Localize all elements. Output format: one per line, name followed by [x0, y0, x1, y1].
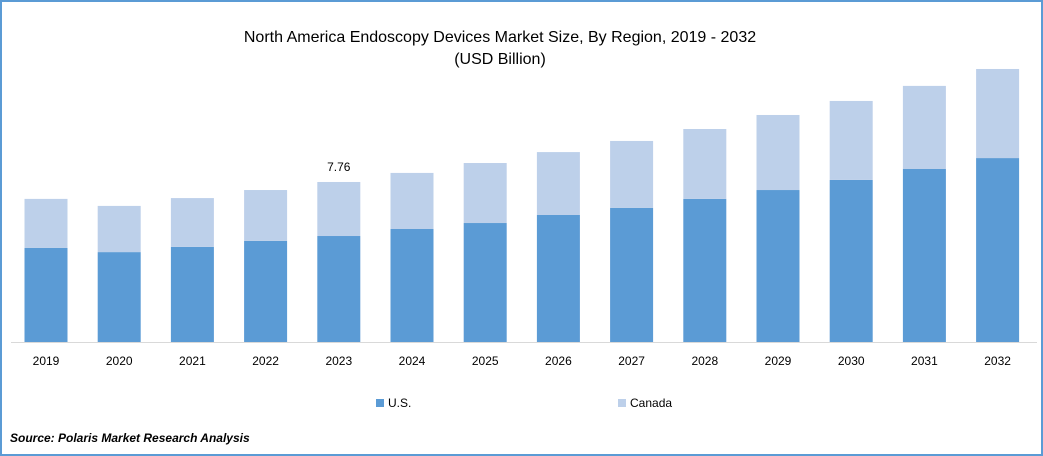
x-tick-label: 2020 [106, 354, 133, 368]
data-label-2023: 7.76 [327, 160, 351, 174]
x-tick-label: 2029 [765, 354, 792, 368]
chart-subtitle: (USD Billion) [454, 51, 546, 68]
bar-us-2026 [536, 214, 580, 342]
x-tick-label: 2030 [838, 354, 865, 368]
bar-canada-2026 [536, 152, 580, 215]
x-tick-label: 2025 [472, 354, 499, 368]
bar-us-2021 [170, 246, 214, 342]
bar-canada-2022 [244, 190, 288, 241]
bar-us-2020 [97, 252, 141, 342]
x-tick-label: 2021 [179, 354, 206, 368]
bar-canada-2031 [902, 85, 946, 169]
bar-us-2027 [610, 207, 654, 342]
x-tick-label: 2024 [399, 354, 426, 368]
x-tick-label: 2022 [252, 354, 279, 368]
x-tick-label: 2023 [325, 354, 352, 368]
bar-us-2023 [317, 236, 361, 342]
bar-canada-2029 [756, 114, 800, 191]
bar-canada-2032 [976, 68, 1020, 159]
bar-us-2029 [756, 190, 800, 342]
bar-canada-2020 [97, 205, 141, 253]
bar-canada-2027 [610, 140, 654, 208]
bar-us-2030 [829, 179, 873, 342]
x-tick-label: 2031 [911, 354, 938, 368]
bar-us-2019 [24, 247, 68, 342]
bar-canada-2028 [683, 128, 727, 199]
bar-us-2028 [683, 198, 727, 342]
bar-us-2022 [244, 240, 288, 342]
legend: U.S. Canada [376, 396, 672, 410]
bar-canada-2023 [317, 181, 361, 237]
bar-us-2024 [390, 229, 434, 342]
bar-us-2031 [902, 168, 946, 342]
x-tick-label: 2027 [618, 354, 645, 368]
bar-canada-2030 [829, 100, 873, 180]
bar-canada-2025 [463, 163, 507, 224]
legend-label-canada: Canada [630, 396, 672, 410]
source-note: Source: Polaris Market Research Analysis [10, 431, 250, 445]
bar-us-2025 [463, 223, 507, 342]
legend-label-us: U.S. [388, 396, 411, 410]
bar-canada-2021 [170, 198, 214, 247]
x-tick-label: 2026 [545, 354, 572, 368]
legend-swatch-us [376, 399, 384, 407]
x-tick-label: 2032 [984, 354, 1011, 368]
chart-title: North America Endoscopy Devices Market S… [244, 29, 756, 46]
bar-canada-2024 [390, 172, 434, 230]
legend-swatch-canada [618, 399, 626, 407]
x-tick-label: 2028 [691, 354, 718, 368]
bar-us-2032 [976, 158, 1020, 342]
x-tick-label: 2019 [33, 354, 60, 368]
bar-canada-2019 [24, 198, 68, 248]
